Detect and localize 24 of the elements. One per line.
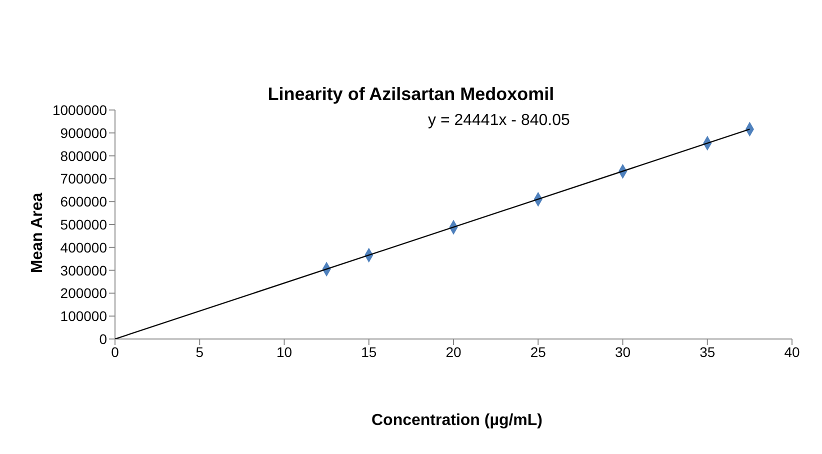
x-tick-label: 25: [530, 344, 546, 360]
y-tick-label: 200000: [60, 285, 108, 302]
x-tick-label: 5: [196, 344, 204, 360]
x-tick-label: 30: [614, 344, 631, 360]
y-tick-label: 700000: [60, 170, 108, 187]
y-tick-label: 300000: [60, 262, 108, 278]
x-tick-label: 10: [276, 344, 292, 360]
chart-title: Linearity of Azilsartan Medoxomil: [268, 84, 554, 104]
x-axis-title: Concentration (µg/mL): [370, 412, 544, 430]
x-tick-label: 35: [700, 344, 716, 360]
y-tick-label: 500000: [60, 216, 108, 232]
y-tick-label: 900000: [60, 124, 108, 141]
y-tick-label: 0: [99, 330, 108, 347]
y-tick-label: 400000: [60, 239, 108, 256]
y-tick-label: 800000: [60, 148, 108, 164]
y-axis-title: Mean Area: [29, 192, 47, 274]
x-tick-label: 15: [361, 344, 377, 360]
x-tick-label: 40: [784, 344, 800, 360]
annotation: y = 24441x - 840.05: [428, 112, 570, 130]
y-tick-label: 600000: [60, 194, 108, 210]
y-tick-label: 1000000: [52, 102, 108, 118]
y-tick-label: 100000: [60, 308, 108, 324]
x-tick-label: 0: [111, 344, 120, 360]
x-tick-label: 20: [446, 344, 462, 360]
